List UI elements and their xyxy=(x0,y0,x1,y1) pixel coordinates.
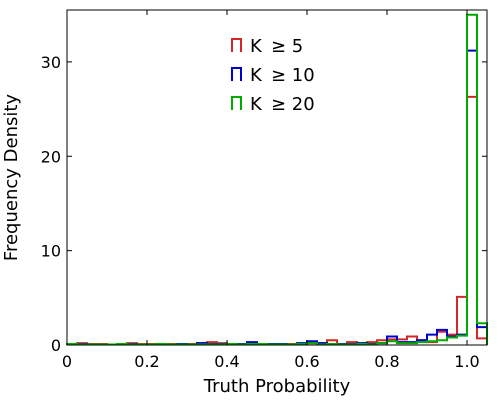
legend-swatch xyxy=(231,67,242,81)
y-axis-label: Frequency Density xyxy=(1,94,22,261)
legend-value: ≥ 10 xyxy=(271,65,315,86)
x-tick-label: 0.2 xyxy=(134,352,159,371)
x-tick-label: 0.8 xyxy=(374,352,399,371)
legend-swatch xyxy=(231,96,242,110)
y-tick-label: 20 xyxy=(41,147,61,166)
legend-label: K xyxy=(250,36,263,57)
y-tick-label: 30 xyxy=(41,53,61,72)
x-tick-label: 0 xyxy=(62,352,72,371)
y-tick-label: 10 xyxy=(41,242,61,261)
histogram-series-1 xyxy=(66,95,488,346)
x-axis-label: Truth Probability xyxy=(203,376,351,397)
x-tick-label: 0.4 xyxy=(214,352,239,371)
x-tick-label: 1.0 xyxy=(454,352,479,371)
legend-value: ≥ 5 xyxy=(271,36,303,57)
legend-swatch xyxy=(231,38,242,52)
legend: K ≥ 5 K ≥ 10 K ≥ 20 xyxy=(231,36,315,115)
legend-label: K xyxy=(250,65,263,86)
legend-value: ≥ 20 xyxy=(271,94,315,115)
x-tick-label: 0.6 xyxy=(294,352,319,371)
axis-ticks: 0 0.2 0.4 0.6 0.8 1.0 0 10 20 30 xyxy=(41,10,487,371)
y-tick-label: 0 xyxy=(51,336,61,355)
plot-frame xyxy=(66,9,488,346)
legend-label: K xyxy=(250,94,263,115)
